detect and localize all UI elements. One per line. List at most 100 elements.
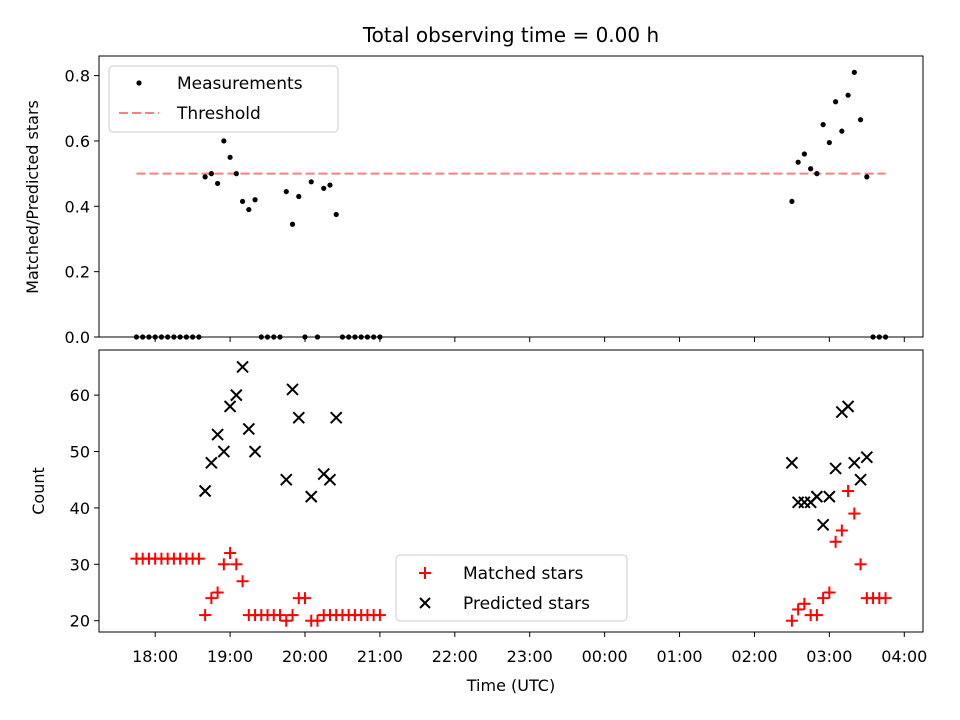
x-tick-label: 23:00	[507, 647, 553, 666]
count-points	[130, 360, 892, 627]
x-tick-label: 00:00	[582, 647, 628, 666]
predicted-star-point	[848, 456, 861, 470]
x-tick-label: 19:00	[207, 647, 253, 666]
x-tick-label: 21:00	[357, 647, 403, 666]
predicted-star-point	[205, 456, 218, 470]
matched-star-point	[236, 575, 249, 588]
matched-star-point	[286, 609, 299, 622]
x-tick-label: 01:00	[656, 647, 702, 666]
measurement-point	[826, 139, 832, 146]
predicted-star-point	[230, 388, 243, 402]
matched-star-point	[192, 552, 205, 565]
count-y-axis-label: Count	[29, 467, 48, 515]
measurement-point	[252, 197, 258, 203]
measurement-point	[864, 174, 870, 180]
predicted-star-point	[248, 445, 262, 458]
matched-star-point	[798, 597, 811, 610]
measurement-point	[308, 179, 314, 185]
legend-measurements-marker	[136, 80, 142, 86]
matched-star-point	[848, 507, 861, 520]
count-x-ticks: 18:00 19:00 20:00 21:00 22:00 23:00 00:00 01:00…	[132, 632, 927, 666]
count-y-tick-label: 60	[70, 386, 90, 405]
measurement-point	[333, 211, 339, 218]
measurement-point	[202, 174, 208, 180]
measurement-point	[289, 221, 296, 227]
predicted-star-point	[816, 518, 830, 532]
measurement-point	[296, 193, 302, 200]
measurement-point	[801, 151, 807, 157]
ratio-legend: Measurements Threshold	[108, 65, 339, 133]
ratio-y-tick-label: 0.2	[65, 263, 90, 282]
matched-star-point	[280, 614, 293, 627]
ratio-y-tick-label: 0.8	[65, 67, 90, 86]
matched-star-point	[785, 614, 798, 627]
measurement-point	[227, 154, 233, 160]
predicted-star-point	[330, 411, 343, 424]
predicted-star-point	[854, 473, 867, 486]
ratio-y-tick-label: 0.0	[65, 328, 90, 347]
measurement-point	[215, 180, 221, 187]
x-tick-label: 22:00	[432, 647, 478, 666]
predicted-star-point	[323, 473, 337, 486]
matched-star-point	[230, 558, 243, 571]
predicted-star-point	[860, 450, 874, 464]
matched-star-point	[299, 592, 311, 605]
count-legend: Matched stars Predicted stars	[395, 554, 628, 622]
measurement-point	[283, 188, 289, 195]
matched-star-point	[823, 586, 836, 599]
matched-star-point	[842, 485, 855, 497]
predicted-star-point	[223, 400, 237, 413]
measurement-point	[795, 159, 801, 165]
legend-predicted-label: Predicted stars	[463, 594, 590, 614]
ratio-y-tick-label: 0.4	[65, 197, 90, 216]
matched-star-point	[199, 609, 212, 622]
count-panel: Count Time (UTC) 20 30 40 50 60 18:00 19:00 20…	[29, 349, 927, 695]
count-plot-frame	[98, 349, 924, 633]
measurement-point	[221, 138, 227, 144]
matched-star-point	[373, 609, 386, 622]
measurement-point	[814, 171, 820, 177]
matched-star-point	[217, 558, 230, 571]
matched-star-point	[810, 609, 823, 622]
measurement-point	[857, 117, 864, 123]
matched-star-point	[205, 592, 218, 605]
measurement-point	[808, 166, 814, 172]
count-y-tick-label: 40	[70, 499, 90, 518]
measurement-point	[321, 185, 327, 191]
legend-matched-label: Matched stars	[463, 564, 583, 584]
x-tick-label: 20:00	[282, 647, 328, 666]
matched-star-point	[817, 592, 830, 605]
matched-star-point	[224, 547, 237, 560]
ratio-legend-box	[108, 65, 339, 133]
ratio-plot-frame	[98, 55, 924, 338]
count-y-ticks: 20 30 40 50 60	[70, 386, 99, 631]
predicted-star-point	[305, 490, 318, 503]
x-axis-label: Time (UTC)	[466, 676, 555, 695]
measurement-point	[839, 128, 845, 134]
predicted-star-point	[823, 490, 836, 503]
predicted-star-point	[286, 383, 299, 396]
predicted-star-point	[841, 400, 855, 413]
matched-star-point	[211, 586, 224, 599]
ratio-y-tick-label: 0.6	[65, 132, 90, 151]
matched-star-point	[274, 609, 287, 622]
predicted-star-point	[292, 411, 305, 424]
predicted-star-point	[829, 462, 842, 475]
count-y-tick-label: 50	[70, 443, 90, 462]
measurement-point	[851, 69, 857, 75]
measurement-point	[820, 122, 826, 128]
ratio-y-axis-label: Matched/Predicted stars	[23, 100, 42, 294]
measurement-point	[239, 198, 246, 205]
count-legend-box	[395, 554, 628, 622]
measurement-point	[208, 171, 214, 177]
legend-matched-marker	[419, 567, 431, 579]
legend-predicted-marker	[419, 597, 431, 609]
legend-threshold-label: Threshold	[176, 104, 261, 124]
ratio-panel: Total observing time = 0.00 h Matched/Pr…	[23, 23, 924, 347]
measurement-point	[327, 182, 333, 188]
predicted-star-point	[242, 422, 256, 436]
predicted-star-point	[236, 360, 249, 374]
matched-star-point	[835, 524, 848, 537]
predicted-star-point	[217, 445, 231, 458]
